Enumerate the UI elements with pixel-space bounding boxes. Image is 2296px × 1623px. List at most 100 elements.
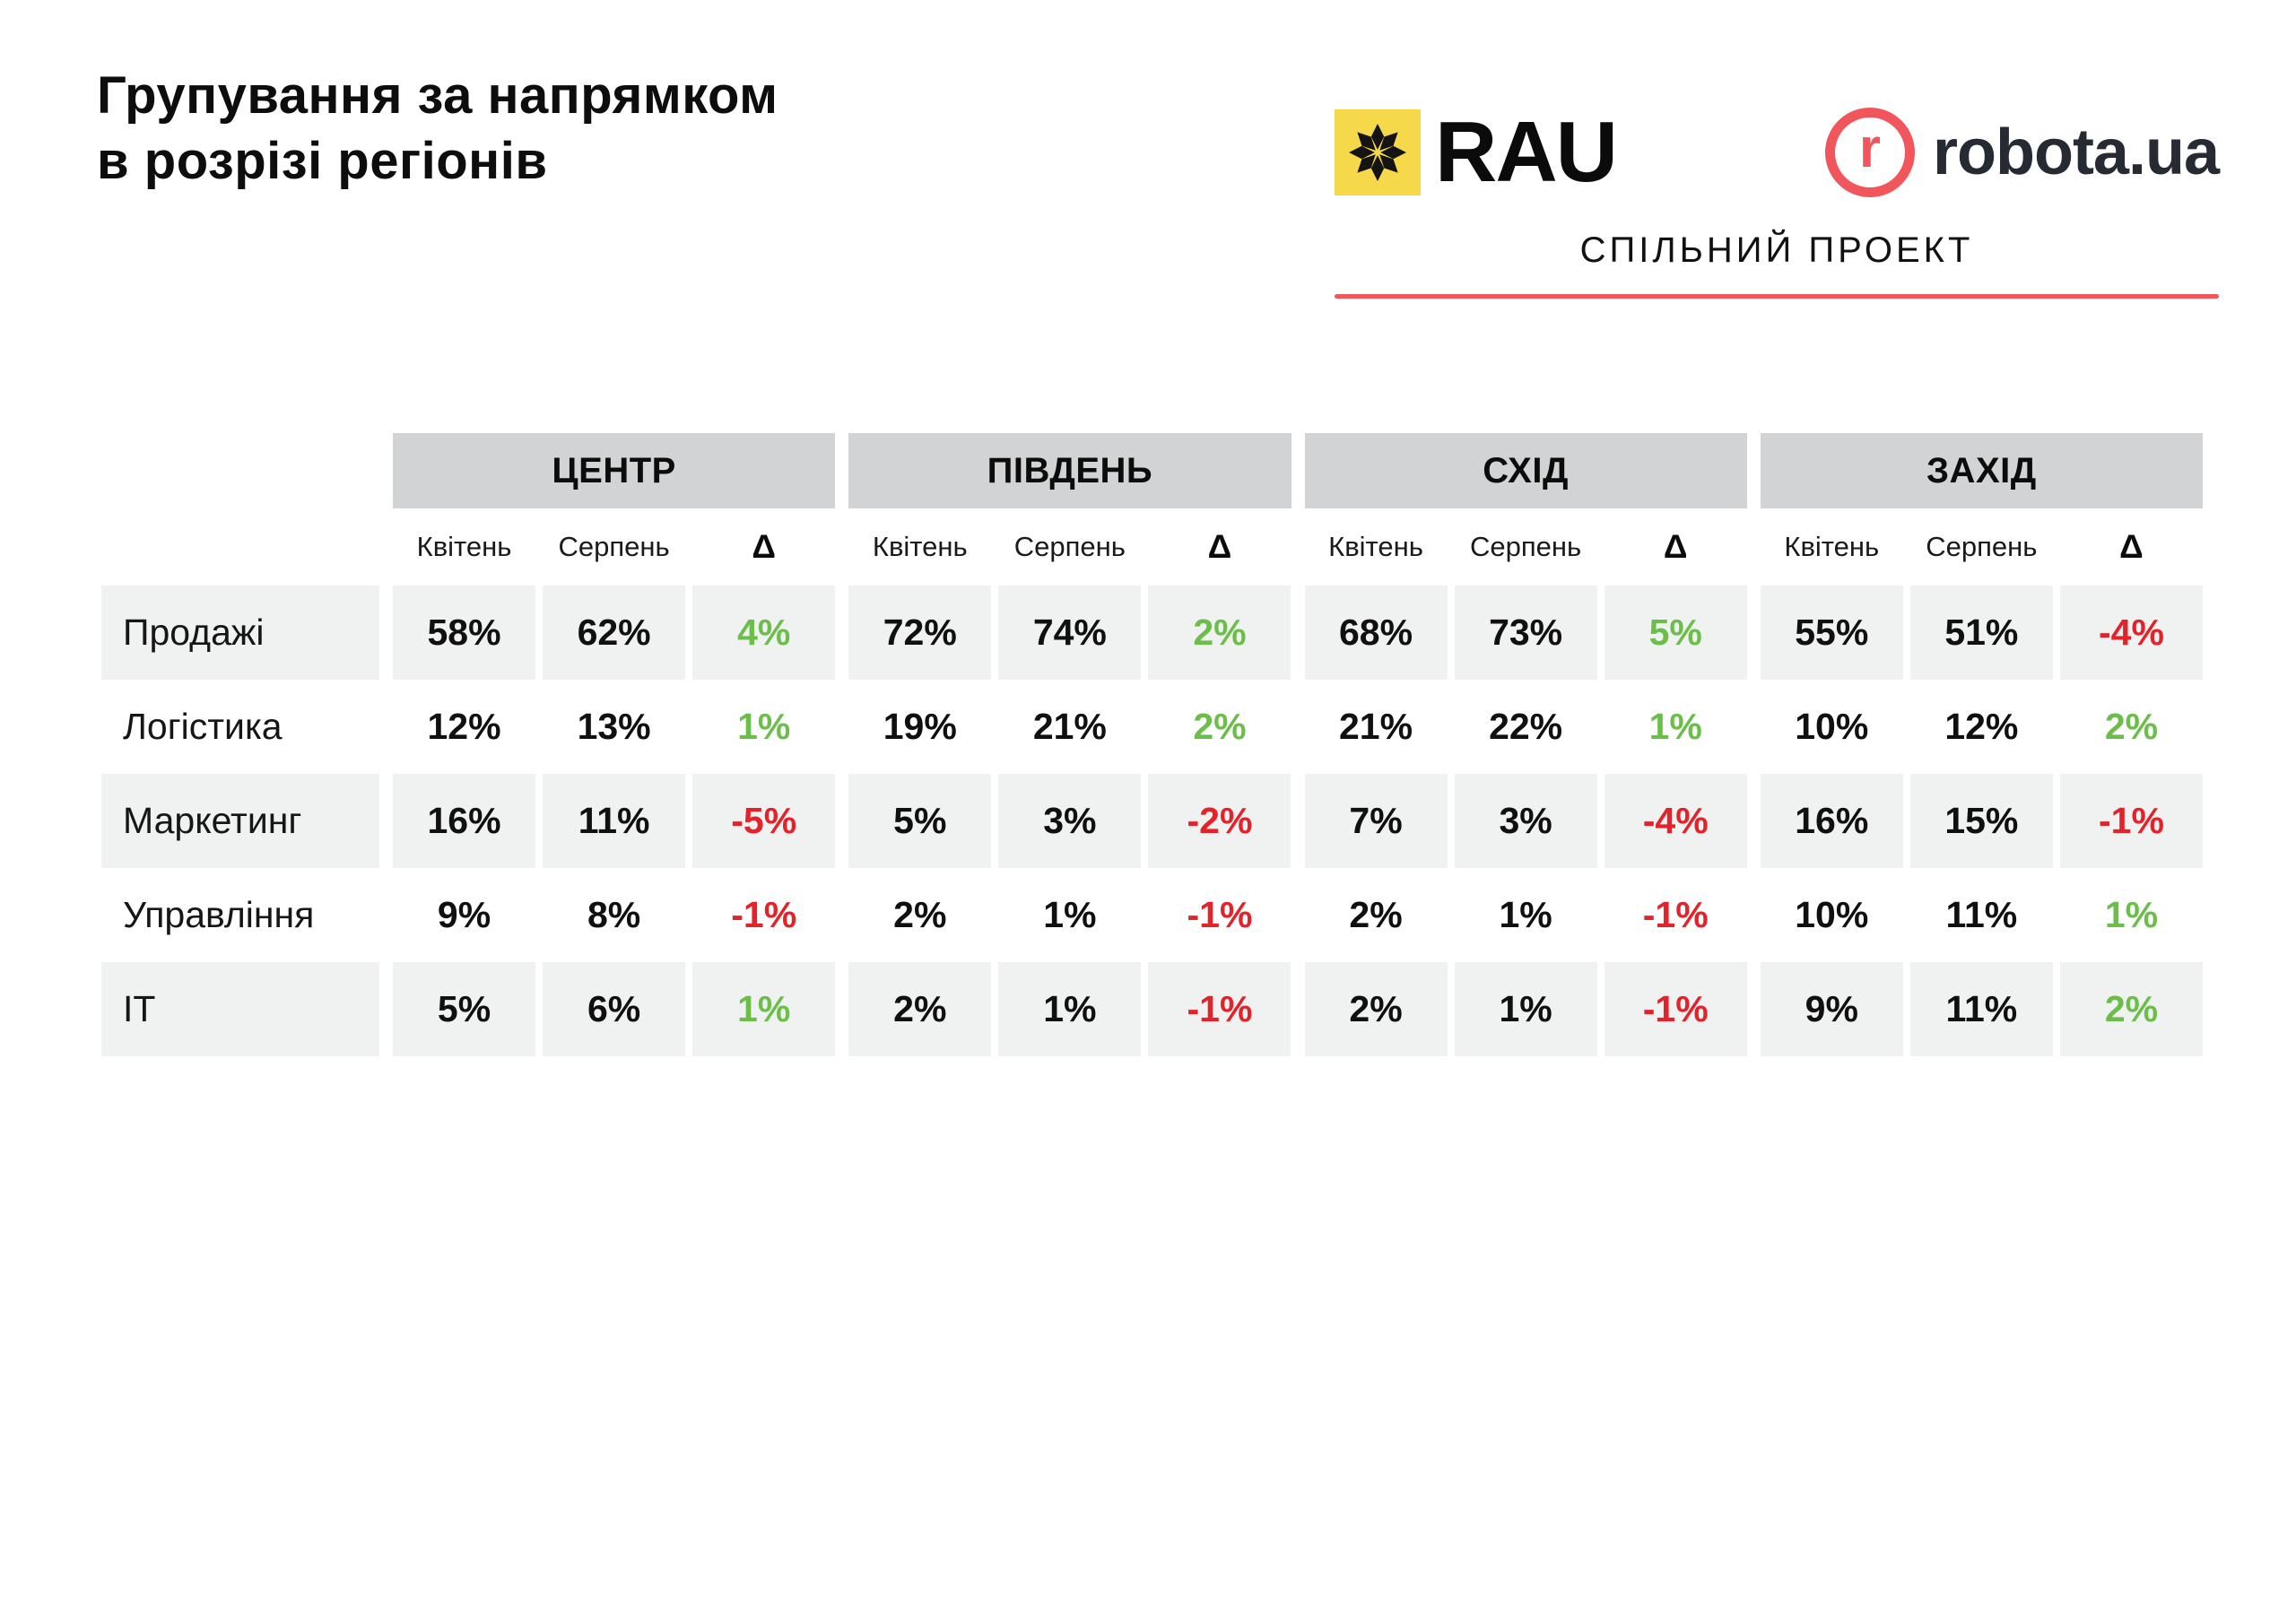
value-delta: -4% [1604,774,1747,868]
value-april: 9% [1760,962,1903,1056]
row-label: IT [101,962,379,1056]
cells-east: 21% 22% 1% [1305,680,1747,774]
value-august: 21% [1032,706,1107,747]
value-august: 13% [577,706,651,747]
sub-header-group-east: Квітень Серпень Δ [1305,508,1747,586]
col-august: Серпень [1926,531,2038,562]
robota-r-letter: r [1858,117,1882,179]
value-delta: 5% [1604,586,1747,680]
value-august: 1% [1499,894,1552,935]
table-row-it: IT 5% 6% 1% 2% 1% -1% 2% 1% -1% 9% 11% 2… [101,962,2203,1056]
cells-center: 9% 8% -1% [393,868,835,962]
value-april: 5% [848,774,992,868]
cells-east: 2% 1% -1% [1305,868,1747,962]
value-delta: -2% [1148,774,1292,868]
row-label: Маркетинг [101,774,379,868]
cells-center: 16% 11% -5% [393,774,836,868]
value-august: 1% [998,962,1142,1056]
brand-underline [1335,294,2219,299]
value-april: 55% [1760,586,1903,680]
cells-west: 55% 51% -4% [1760,586,2203,680]
value-delta: 2% [1193,706,1247,747]
robota-logo: r robota.ua [1824,108,2220,197]
robota-r-icon: r [1824,108,1915,197]
cells-west: 10% 11% 1% [1761,868,2203,962]
value-delta: -1% [1187,894,1253,935]
value-april: 2% [848,962,992,1056]
cells-center: 58% 62% 4% [393,586,836,680]
col-april: Квітень [872,531,968,562]
value-august: 22% [1489,706,1563,747]
value-april: 68% [1304,586,1448,680]
region-header-south: ПІВДЕНЬ [848,433,1292,508]
value-april: 58% [393,586,536,680]
value-delta: -1% [2059,774,2203,868]
value-august: 51% [1909,586,2053,680]
region-header-center: ЦЕНТР [393,433,836,508]
value-april: 7% [1304,774,1448,868]
value-april: 16% [393,774,536,868]
value-august: 1% [1454,962,1597,1056]
cells-east: 68% 73% 5% [1304,586,1747,680]
joint-project-subtitle: СПІЛЬНИЙ ПРОЕКТ [1579,230,1974,270]
col-delta: Δ [1663,528,1688,565]
value-april: 5% [393,962,536,1056]
sub-header-row: Квітень Серпень Δ Квітень Серпень Δ Квіт… [101,508,2203,586]
col-april: Квітень [1328,531,1423,562]
sub-header-label-spacer [101,508,379,586]
table-row-sales: Продажі 58% 62% 4% 72% 74% 2% 68% 73% 5%… [101,586,2203,680]
cells-south: 72% 74% 2% [848,586,1292,680]
col-august: Серпень [1470,531,1582,562]
row-label: Продажі [101,586,379,680]
region-header-row: ЦЕНТР ПІВДЕНЬ СХІД ЗАХІД [101,433,2203,508]
value-august: 73% [1454,586,1597,680]
value-august: 6% [543,962,686,1056]
value-august: 3% [1454,774,1597,868]
value-delta: -1% [1148,962,1292,1056]
cells-center: 5% 6% 1% [393,962,836,1056]
value-delta: -1% [1642,894,1709,935]
value-delta: 1% [737,706,791,747]
value-delta: -5% [692,774,836,868]
sub-header-group-center: Квітень Серпень Δ [393,508,835,586]
col-august: Серпень [1013,531,1126,562]
value-delta: 2% [2059,962,2203,1056]
cells-south: 2% 1% -1% [848,962,1292,1056]
cells-east: 2% 1% -1% [1304,962,1747,1056]
value-delta: -1% [1604,962,1747,1056]
value-delta: 1% [692,962,836,1056]
sub-header-group-south: Квітень Серпень Δ [848,508,1291,586]
col-august: Серпень [558,531,670,562]
cells-west: 9% 11% 2% [1760,962,2203,1056]
logos-row: RAU r robota.ua [1335,103,2220,202]
cells-south: 2% 1% -1% [848,868,1291,962]
rau-logo-text: RAU [1435,104,1618,200]
header-label-spacer [101,433,379,508]
value-april: 10% [1795,894,1869,935]
cells-west: 16% 15% -1% [1760,774,2203,868]
table-row-management: Управління 9% 8% -1% 2% 1% -1% 2% 1% -1%… [101,868,2203,962]
cells-south: 5% 3% -2% [848,774,1292,868]
value-delta: 2% [1148,586,1292,680]
value-april: 2% [1304,962,1448,1056]
col-april: Квітень [416,531,512,562]
value-delta: 1% [1648,706,1702,747]
region-header-west: ЗАХІД [1760,433,2203,508]
cells-south: 19% 21% 2% [848,680,1291,774]
value-august: 1% [1043,894,1097,935]
value-august: 62% [543,586,686,680]
value-april: 72% [848,586,992,680]
page-title-line-2: в розрізі регіонів [97,132,548,191]
value-august: 15% [1909,774,2053,868]
branding-block: RAU r robota.ua СПІЛЬНИЙ ПРОЕКТ [1335,103,2220,299]
cells-east: 7% 3% -4% [1304,774,1747,868]
page-title: Групування за напрямком в розрізі регіон… [97,63,778,194]
value-april: 2% [1349,894,1403,935]
table-row-marketing: Маркетинг 16% 11% -5% 5% 3% -2% 7% 3% -4… [101,774,2203,868]
col-delta: Δ [1207,528,1232,565]
cells-west: 10% 12% 2% [1761,680,2203,774]
value-august: 11% [1909,962,2053,1056]
value-april: 16% [1760,774,1903,868]
value-delta: -4% [2059,586,2203,680]
value-august: 11% [1945,894,2018,935]
